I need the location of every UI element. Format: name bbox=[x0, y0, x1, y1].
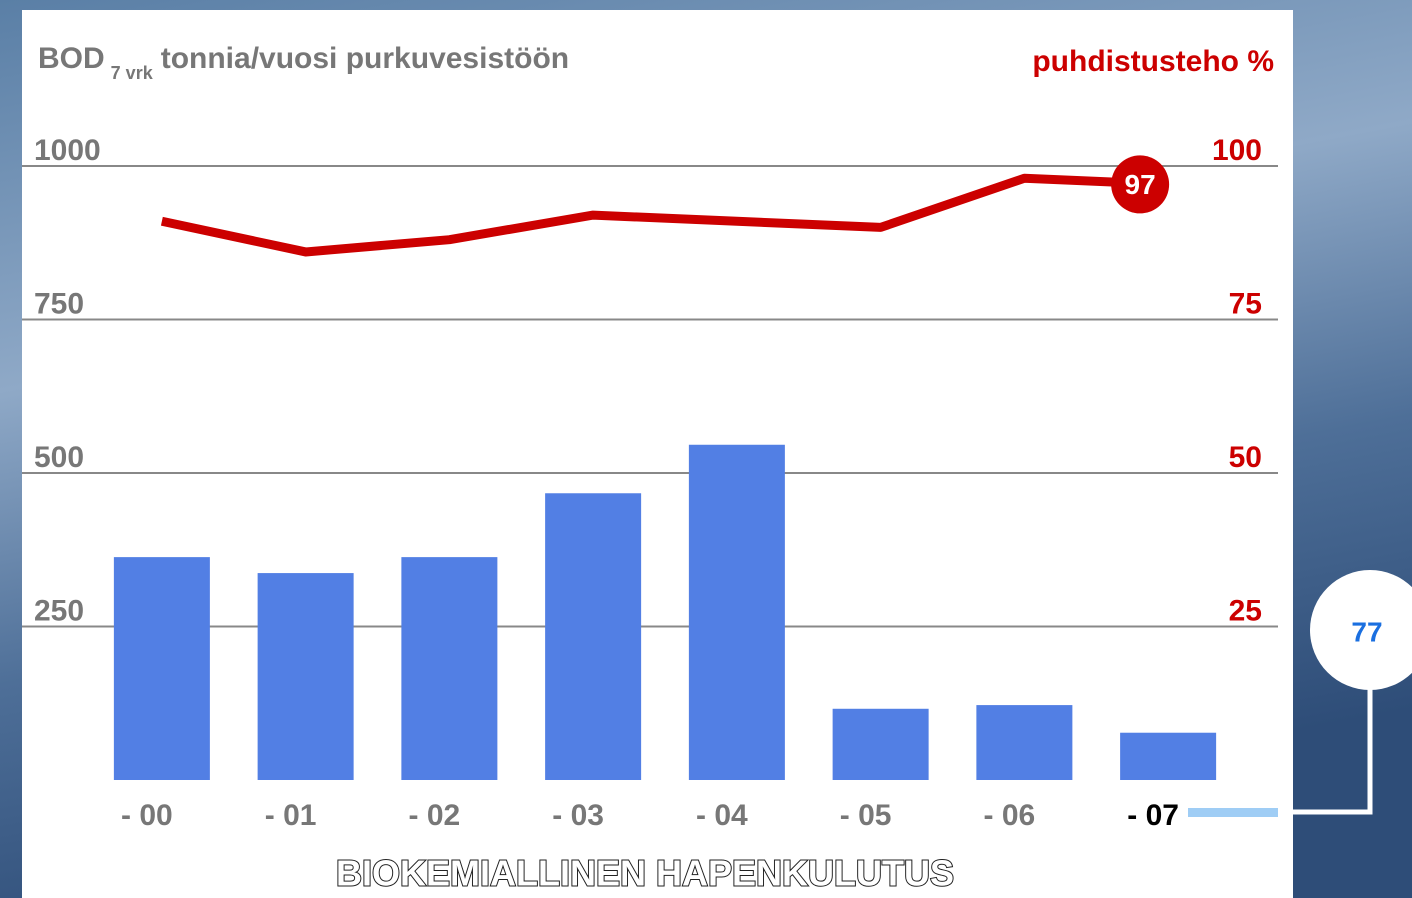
x-tick-label: - 05 bbox=[840, 799, 892, 832]
y2-axis-title: puhdistusteho % bbox=[1032, 45, 1274, 78]
x-tick-label: - 06 bbox=[984, 799, 1036, 832]
y-tick-label: 1000 bbox=[34, 134, 101, 167]
y-title-rest: tonnia/vuosi purkuvesistöön bbox=[161, 42, 569, 75]
x-tick-label: - 02 bbox=[409, 799, 461, 832]
bar bbox=[688, 444, 785, 780]
y-axis-title: BOD 7 vrk tonnia/vuosi purkuvesistöön bbox=[38, 42, 569, 83]
y2-tick-label: 75 bbox=[1229, 287, 1262, 320]
y-tick-label: 750 bbox=[34, 287, 84, 320]
y2-tick-label: 25 bbox=[1229, 594, 1262, 627]
bar bbox=[976, 705, 1073, 780]
bar bbox=[832, 708, 929, 780]
y-tick-label: 250 bbox=[34, 594, 84, 627]
annotation-bubble bbox=[1310, 570, 1412, 690]
panel bbox=[22, 10, 1293, 898]
y-title-sub: 7 vrk bbox=[111, 63, 154, 83]
bar bbox=[545, 493, 642, 780]
y2-tick-label: 100 bbox=[1212, 134, 1262, 167]
connector-bar bbox=[1188, 808, 1278, 817]
bar bbox=[401, 557, 498, 780]
bar bbox=[1120, 732, 1217, 780]
y-title-main: BOD bbox=[38, 42, 105, 75]
connector-line bbox=[1293, 660, 1373, 815]
bar bbox=[113, 557, 210, 780]
chart-title: BIOKEMIALLINEN HAPENKULUTUS bbox=[336, 853, 954, 894]
y2-tick-label: 50 bbox=[1229, 441, 1262, 474]
x-tick-label: - 03 bbox=[552, 799, 604, 832]
x-tick-label: - 01 bbox=[265, 799, 317, 832]
x-tick-label: - 07 bbox=[1127, 799, 1179, 832]
line-value-bubble bbox=[1111, 155, 1170, 214]
y-tick-label: 500 bbox=[34, 441, 84, 474]
bar bbox=[257, 573, 354, 780]
line bbox=[160, 173, 1169, 257]
x-tick-label: - 00 bbox=[121, 799, 173, 832]
x-tick-label: - 04 bbox=[696, 799, 748, 832]
bar-value-label: 77 bbox=[1351, 616, 1382, 647]
line-value-label: 97 bbox=[1125, 169, 1156, 200]
